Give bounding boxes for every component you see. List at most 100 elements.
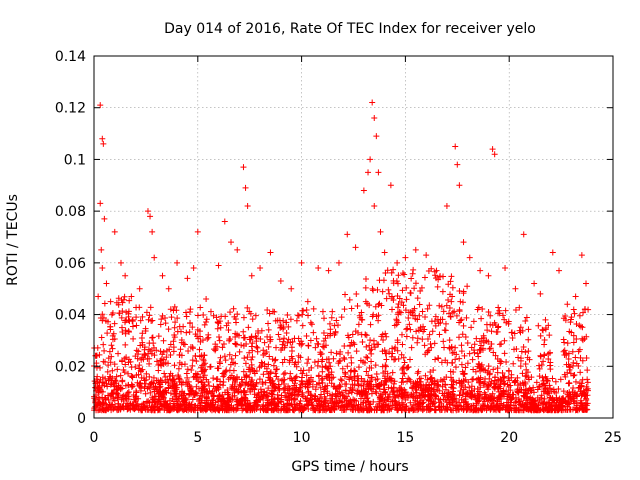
data-point — [94, 344, 101, 351]
data-point — [282, 369, 289, 376]
data-point — [122, 330, 129, 337]
data-point — [416, 312, 423, 319]
data-point — [258, 359, 265, 366]
data-point — [244, 354, 251, 361]
data-point — [448, 273, 455, 280]
data-point — [369, 285, 376, 292]
data-point — [485, 363, 492, 370]
data-point — [541, 351, 548, 358]
data-point — [295, 312, 302, 319]
data-point — [293, 317, 300, 324]
data-point — [162, 398, 169, 405]
data-point — [373, 407, 380, 414]
data-point — [195, 378, 202, 385]
data-point — [278, 399, 285, 406]
data-point — [108, 311, 115, 318]
data-point — [214, 319, 221, 326]
data-point-peak — [489, 146, 496, 153]
data-point — [473, 335, 480, 342]
data-point-peak — [375, 169, 382, 176]
data-point — [227, 309, 234, 316]
data-point — [225, 327, 232, 334]
data-point-peak — [352, 244, 359, 251]
data-point — [125, 359, 132, 366]
y-tick-label: 0.1 — [64, 152, 86, 168]
data-point — [210, 383, 217, 390]
data-point — [546, 403, 553, 410]
data-point — [278, 346, 285, 353]
data-point — [375, 317, 382, 324]
data-point — [288, 344, 295, 351]
data-point — [177, 346, 184, 353]
data-point — [362, 399, 369, 406]
data-point — [281, 376, 288, 383]
data-point-peak — [373, 133, 380, 140]
data-point — [187, 386, 194, 393]
data-point — [580, 309, 587, 316]
data-point — [382, 362, 389, 369]
data-point — [291, 375, 298, 382]
data-point — [341, 356, 348, 363]
data-point — [346, 296, 353, 303]
data-point — [348, 354, 355, 361]
data-point — [353, 291, 360, 298]
data-point — [422, 372, 429, 379]
data-point — [133, 347, 140, 354]
data-point-peak — [466, 254, 473, 261]
data-point — [257, 336, 264, 343]
data-point — [186, 320, 193, 327]
data-point — [165, 360, 172, 367]
data-point — [253, 338, 260, 345]
data-point-peak — [477, 267, 484, 274]
data-point — [281, 406, 288, 413]
data-point — [406, 356, 413, 363]
data-point — [480, 332, 487, 339]
data-point — [119, 378, 126, 385]
data-point — [562, 373, 569, 380]
data-point — [388, 295, 395, 302]
data-point — [412, 280, 419, 287]
data-point — [178, 381, 185, 388]
data-point — [443, 302, 450, 309]
data-point — [579, 337, 586, 344]
data-point — [495, 304, 502, 311]
data-point — [517, 363, 524, 370]
data-point — [236, 348, 243, 355]
data-point — [258, 327, 265, 334]
data-point — [540, 399, 547, 406]
data-point — [294, 312, 301, 319]
data-point — [464, 391, 471, 398]
data-point — [522, 373, 529, 380]
data-point — [312, 393, 319, 400]
data-point — [501, 316, 508, 323]
data-point-peak — [371, 115, 378, 122]
data-point — [215, 334, 222, 341]
data-point — [142, 325, 149, 332]
data-point — [565, 355, 572, 362]
data-point-peak — [369, 99, 376, 106]
data-point — [203, 316, 210, 323]
data-point — [326, 371, 333, 378]
data-points — [91, 99, 592, 414]
data-point — [354, 303, 361, 310]
data-point — [337, 376, 344, 383]
data-point-peak — [549, 249, 556, 256]
data-point — [270, 362, 277, 369]
data-point — [457, 298, 464, 305]
data-point — [104, 383, 111, 390]
data-point — [318, 376, 325, 383]
data-point — [112, 390, 119, 397]
data-point — [251, 391, 258, 398]
data-point — [400, 302, 407, 309]
data-point — [497, 358, 504, 365]
data-point — [206, 382, 213, 389]
data-point-peak — [394, 259, 401, 266]
data-point — [396, 295, 403, 302]
data-point-peak — [267, 249, 274, 256]
data-point — [458, 361, 465, 368]
data-point — [283, 330, 290, 337]
data-point — [265, 385, 272, 392]
data-point — [389, 350, 396, 357]
data-point-peak — [228, 239, 235, 246]
data-point — [133, 322, 140, 329]
